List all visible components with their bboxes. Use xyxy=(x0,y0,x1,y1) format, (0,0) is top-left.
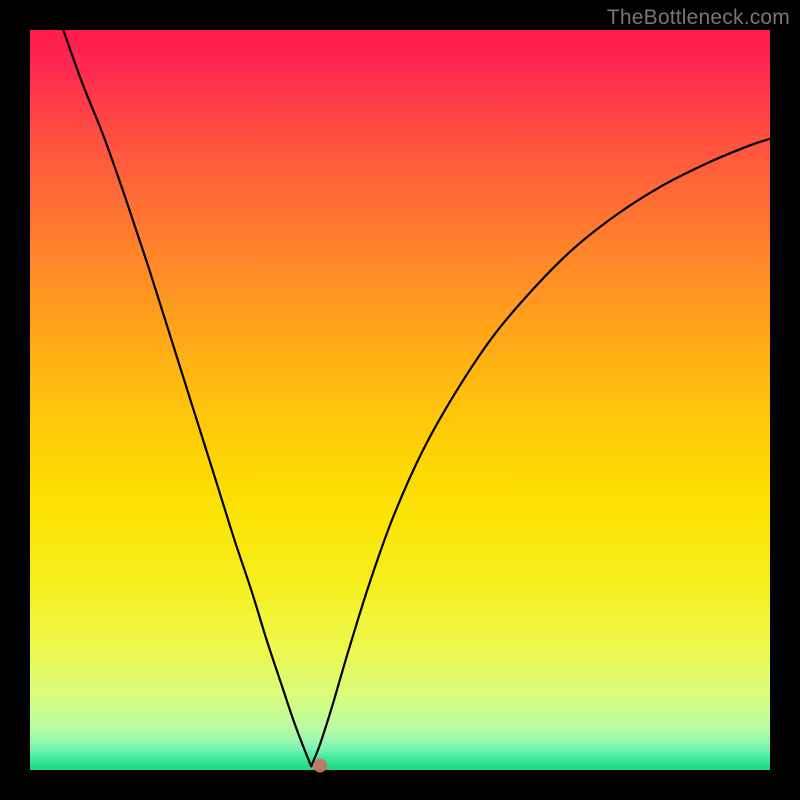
plot-area xyxy=(30,30,770,770)
vertex-marker xyxy=(313,759,327,773)
bottleneck-chart xyxy=(0,0,800,800)
chart-container: TheBottleneck.com xyxy=(0,0,800,800)
watermark-text: TheBottleneck.com xyxy=(607,6,790,30)
